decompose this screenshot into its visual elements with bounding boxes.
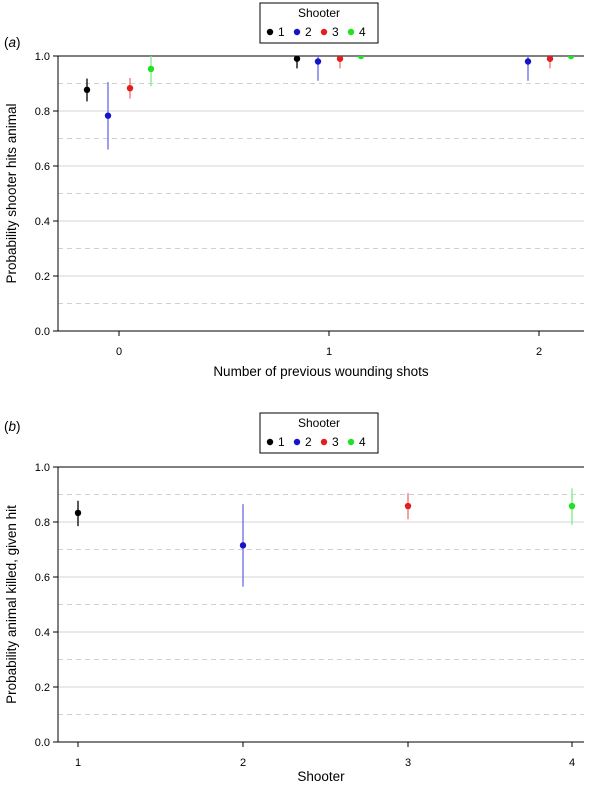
legend: Shooter 1 2 3 4 (259, 2, 379, 44)
y-tick-label: 0.6 (35, 572, 50, 584)
legend-marker-1 (266, 438, 274, 446)
x-tick-label: 0 (116, 346, 122, 358)
data-point-shooter-4 (567, 56, 575, 60)
legend-box (259, 2, 379, 44)
legend-marker-4 (347, 28, 355, 36)
x-tick-label: 4 (569, 757, 575, 769)
legend-title: Shooter (298, 6, 340, 20)
data-layer (74, 488, 576, 587)
y-tick-label: 0.6 (35, 161, 50, 173)
data-point-shooter-3 (126, 84, 134, 92)
y-axis-title: Probability animal killed, given hit (4, 505, 19, 704)
y-tick-label: 0.0 (35, 326, 50, 338)
legend-title: Shooter (298, 416, 340, 430)
panel-label: (a) (4, 35, 21, 50)
data-point-shooter-3 (336, 56, 344, 62)
legend-marker-3 (320, 28, 328, 36)
data-point-shooter-1 (83, 86, 91, 94)
x-tick-label: 1 (75, 757, 81, 769)
x-tick-label: 2 (240, 757, 246, 769)
panel-label: (b) (4, 419, 21, 434)
x-tick-label: 3 (405, 757, 411, 769)
y-tick-label: 0.8 (35, 517, 50, 529)
data-point-shooter-4 (147, 65, 155, 73)
y-tick-label: 0.0 (35, 737, 50, 749)
data-point-shooter-3 (404, 502, 412, 510)
y-tick-label: 1.0 (35, 462, 50, 474)
legend: Shooter 1 2 3 4 (259, 412, 379, 454)
data-point-shooter-1 (293, 56, 301, 62)
legend-marker-2 (293, 28, 301, 36)
chart-panel-b: 0.0 0.2 0.4 0.6 0.8 1.0 1 2 3 4 Shooter Probability… (4, 412, 584, 784)
y-tick-label: 0.4 (35, 627, 50, 639)
data-point-shooter-4 (568, 502, 576, 510)
legend-marker-1 (266, 28, 274, 36)
legend-marker-3 (320, 438, 328, 446)
legend-label-2: 2 (305, 25, 312, 39)
legend-label-1: 1 (278, 435, 285, 449)
legend-label-4: 4 (359, 25, 366, 39)
data-point-shooter-1 (74, 509, 82, 517)
legend-label-1: 1 (278, 25, 285, 39)
data-point-shooter-3 (546, 56, 554, 62)
y-tick-label: 0.8 (35, 106, 50, 118)
x-tick-label: 1 (326, 346, 332, 358)
legend-label-4: 4 (359, 435, 366, 449)
y-axis-title: Probability shooter hits animal (4, 103, 19, 283)
data-point-shooter-2 (524, 58, 532, 65)
data-layer (83, 56, 575, 150)
x-tick-label: 2 (536, 346, 542, 358)
y-tick-label: 1.0 (35, 51, 50, 63)
legend-label-3: 3 (332, 435, 339, 449)
legend-label-3: 3 (332, 25, 339, 39)
data-point-shooter-4 (357, 56, 365, 60)
y-tick-label: 0.2 (35, 271, 50, 283)
legend-label-2: 2 (305, 435, 312, 449)
x-axis-title: Number of previous wounding shots (213, 364, 429, 379)
x-axis-title: Shooter (297, 769, 345, 784)
chart-panel-a: 0.0 0.2 0.4 0.6 0.8 1.0 0 1 2 Number of previous … (4, 2, 584, 379)
data-point-shooter-2 (314, 58, 322, 65)
legend-marker-4 (347, 438, 355, 446)
data-point-shooter-2 (239, 542, 247, 549)
legend-box (259, 412, 379, 454)
legend-marker-2 (293, 438, 301, 446)
y-tick-label: 0.4 (35, 216, 50, 228)
y-tick-label: 0.2 (35, 682, 50, 694)
data-point-shooter-2 (104, 112, 112, 119)
